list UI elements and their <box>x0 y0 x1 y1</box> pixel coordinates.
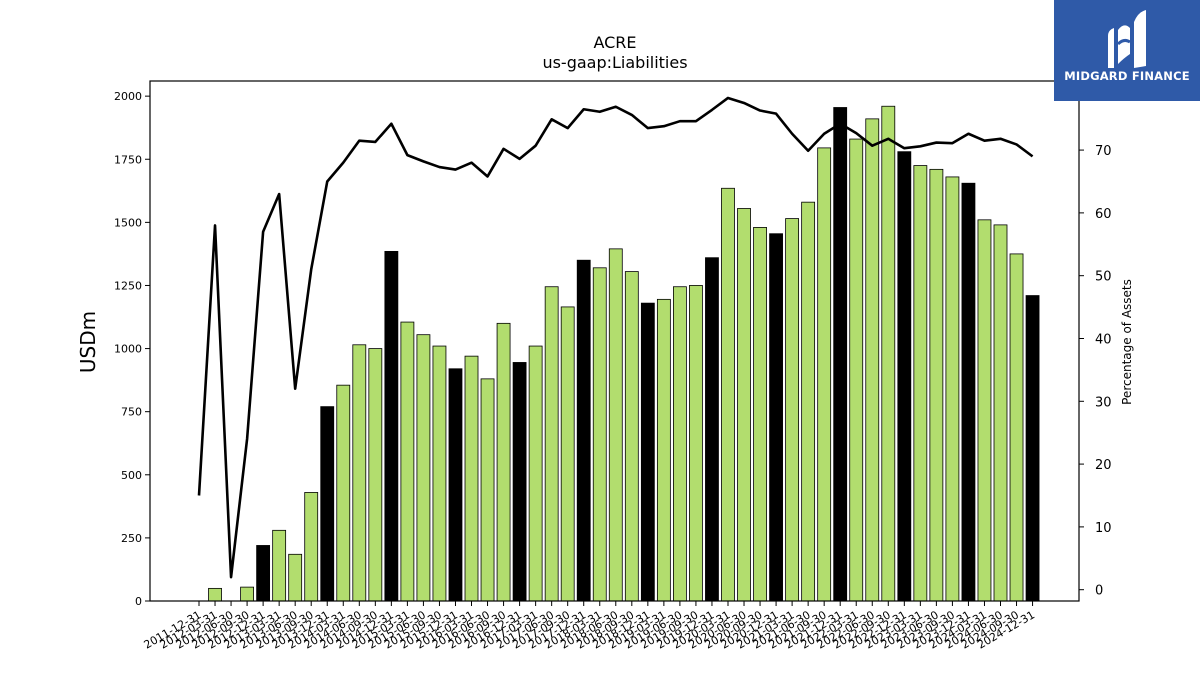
bar <box>961 182 976 602</box>
y-tick-label: 500 <box>121 469 142 482</box>
bars-group <box>208 105 1040 602</box>
y-tick-label: 250 <box>121 532 142 545</box>
y2-tick-label: 20 <box>1095 458 1112 473</box>
bar <box>432 345 447 602</box>
y-tick-label: 750 <box>121 406 142 419</box>
bar <box>1025 295 1040 602</box>
bar <box>897 151 912 602</box>
bar <box>368 348 383 602</box>
bar <box>1009 253 1024 602</box>
bar <box>288 553 303 602</box>
bar <box>913 165 928 602</box>
y2-tick-label: 30 <box>1095 395 1112 410</box>
midgard-finance-logo: MIDGARD FINANCE <box>1054 0 1200 101</box>
y2-tick-label: 50 <box>1095 270 1112 285</box>
bar <box>849 138 864 602</box>
y-tick-label: 2000 <box>114 90 142 103</box>
bar <box>384 250 399 602</box>
y-tick-label: 1250 <box>114 279 142 292</box>
bar <box>753 227 767 602</box>
bar <box>737 208 751 602</box>
bar <box>721 187 735 602</box>
bar <box>785 218 800 602</box>
axes-group: 0 250 500 750 1000 1250 1500 1750 2000 0 10 20 30 40 5… <box>114 90 1112 651</box>
y2-tick-label: 40 <box>1095 332 1112 347</box>
bar <box>528 345 543 602</box>
bar <box>705 257 719 602</box>
bar <box>865 118 880 602</box>
series-line <box>197 96 1034 579</box>
bar <box>689 285 703 602</box>
bar <box>256 545 271 602</box>
bar <box>592 267 607 602</box>
bar <box>272 529 287 602</box>
bar <box>352 344 367 602</box>
bar <box>304 492 319 602</box>
bar <box>464 355 479 602</box>
bar <box>993 224 1008 602</box>
bar <box>480 378 495 602</box>
y2-tick-label: 10 <box>1095 521 1112 536</box>
y-tick-label: 0 <box>135 595 142 608</box>
y-axis-label: USDm <box>76 311 100 373</box>
bar <box>801 201 816 602</box>
y-tick-label: 1000 <box>114 343 142 356</box>
bar <box>400 321 415 602</box>
bar <box>416 334 431 602</box>
bar <box>817 147 832 602</box>
y2-axis-label: Percentage of Assets <box>1120 279 1134 405</box>
bar <box>945 176 960 602</box>
y2-tick-label: 60 <box>1095 207 1112 222</box>
bar <box>560 306 575 602</box>
bar <box>544 286 559 602</box>
midgard-logo-icon <box>1108 10 1146 68</box>
y-tick-label: 1750 <box>114 153 142 166</box>
chart-subtitle: us-gaap:Liabilities <box>542 53 687 72</box>
chart-title: ACRE <box>593 33 636 52</box>
bar <box>624 271 639 602</box>
bar <box>496 322 511 602</box>
bar <box>656 298 671 602</box>
y2-tick-label: 70 <box>1095 144 1112 159</box>
bar <box>608 248 623 602</box>
bar <box>929 168 944 602</box>
bar <box>240 586 254 602</box>
bar <box>576 259 591 602</box>
bar <box>977 219 992 602</box>
line-group <box>197 96 1034 579</box>
bar <box>448 368 463 602</box>
logo-text: MIDGARD FINANCE <box>1064 69 1190 83</box>
y-tick-label: 1500 <box>114 216 142 229</box>
bar <box>881 105 896 602</box>
y2-tick-label: 0 <box>1095 584 1103 599</box>
bar <box>833 107 848 602</box>
plot-frame <box>149 80 1080 602</box>
bar <box>640 302 655 602</box>
bar <box>208 587 222 602</box>
bar <box>512 362 527 602</box>
bar <box>769 233 783 602</box>
bar <box>673 286 687 602</box>
bar <box>320 406 335 602</box>
bar <box>336 384 351 602</box>
